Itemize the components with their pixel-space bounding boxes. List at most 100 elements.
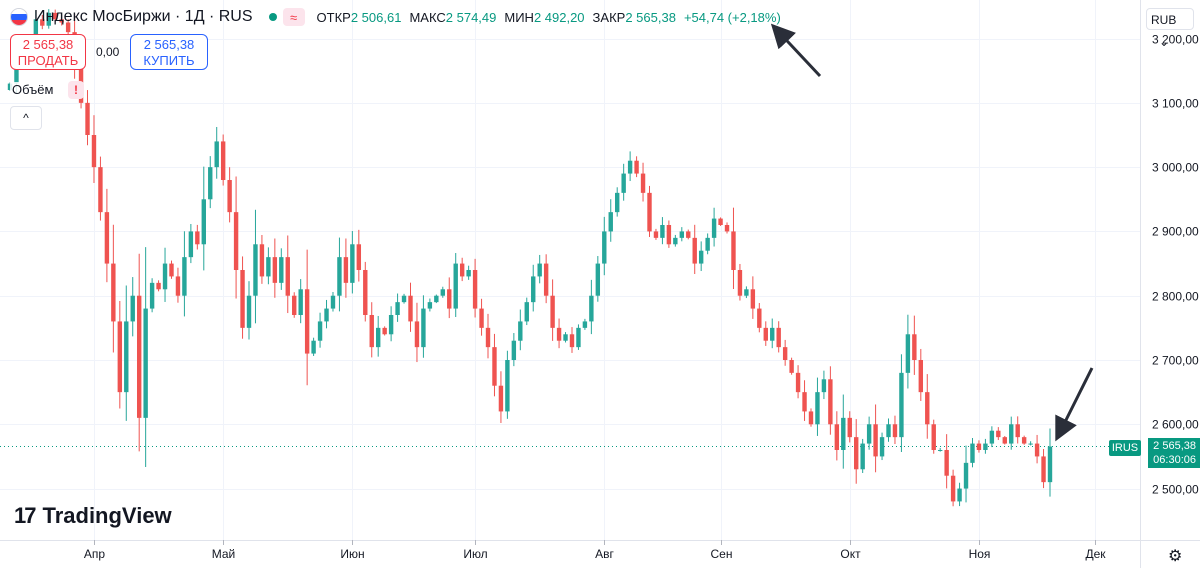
candle	[963, 445, 969, 503]
candle-body	[711, 218, 717, 238]
candle	[324, 299, 329, 329]
candle	[828, 366, 833, 435]
candle	[1015, 416, 1020, 444]
candle	[556, 318, 562, 349]
candle-body	[989, 430, 995, 444]
candle	[802, 380, 807, 421]
candle-body	[208, 167, 213, 200]
candle	[821, 370, 827, 400]
time-tick-label: Авг	[595, 547, 614, 561]
buy-button[interactable]: 2 565,38 КУПИТЬ	[130, 34, 208, 70]
candle	[466, 265, 471, 280]
candle-body	[556, 327, 562, 341]
candle	[498, 371, 504, 423]
price-axis[interactable]: 2 500,00 2 600,00 2 700,00 2 800,00 2 900,00…	[1152, 33, 1199, 497]
candle-body	[33, 19, 39, 39]
candle-body	[498, 385, 504, 412]
candle-body	[98, 167, 103, 213]
candle	[104, 188, 110, 283]
candle	[363, 261, 368, 322]
candle-body	[757, 308, 762, 328]
symbol-title[interactable]: Индекс МосБиржи · 1Д · RUS	[34, 8, 253, 25]
candle-body	[543, 263, 549, 296]
candle-body	[227, 180, 232, 213]
gear-icon[interactable]: ⚙	[1168, 548, 1183, 565]
candle-body	[421, 308, 426, 348]
low-label: МИН	[504, 9, 534, 25]
candle-body	[149, 282, 155, 309]
candle	[750, 276, 756, 319]
candle	[666, 220, 672, 248]
candle	[227, 167, 232, 223]
candle	[356, 229, 362, 282]
candle-body	[847, 417, 852, 438]
candle-body	[175, 276, 181, 296]
candle-body	[937, 450, 943, 451]
candle	[705, 233, 710, 255]
candle	[505, 350, 510, 419]
candle-body	[957, 488, 962, 502]
candle-body	[1002, 437, 1007, 444]
candle-body	[860, 443, 865, 470]
candle	[208, 156, 213, 209]
candle	[841, 394, 846, 469]
candle	[724, 222, 730, 234]
volume-indicator-label[interactable]: Объём	[10, 82, 56, 97]
candle-body	[272, 257, 278, 283]
candle	[957, 482, 962, 507]
time-tick-label: Ноя	[969, 547, 991, 561]
high-label: МАКС	[409, 9, 446, 25]
candle-body	[698, 250, 704, 264]
candle-body	[356, 244, 362, 270]
candle-body	[375, 327, 381, 348]
candle-body	[447, 289, 452, 309]
candle-body	[304, 289, 310, 354]
currency-selector[interactable]: RUB ⌄	[1146, 8, 1194, 49]
approx-data-icon[interactable]: ≈	[282, 8, 305, 26]
buy-price: 2 565,38	[143, 37, 195, 52]
price-tick-label: 2 600,00	[1152, 418, 1199, 432]
candle-body	[233, 212, 239, 270]
tradingview-logo-icon: 17	[14, 503, 37, 528]
price-tick-label: 2 800,00	[1152, 290, 1199, 304]
candle	[931, 419, 936, 454]
warning-icon[interactable]: !	[68, 81, 84, 99]
collapse-indicators-button[interactable]: ^	[10, 106, 42, 130]
candle-body	[950, 475, 956, 502]
candle	[718, 217, 723, 226]
candle	[866, 416, 872, 450]
candle	[459, 257, 465, 282]
candle-body	[770, 327, 775, 341]
candle	[259, 234, 265, 284]
candle-body	[550, 295, 555, 328]
sell-price: 2 565,38	[22, 37, 74, 52]
candle	[731, 207, 736, 290]
time-tick-label: Июн	[340, 547, 364, 561]
candle-body	[169, 263, 174, 277]
candle-body	[653, 231, 659, 238]
tradingview-logo[interactable]: 17 TradingView	[14, 503, 172, 529]
sell-button[interactable]: 2 565,38 ПРОДАТЬ	[10, 34, 86, 70]
candle	[130, 277, 135, 337]
candle-body	[576, 327, 581, 348]
candle-body	[834, 424, 840, 450]
candle-body	[815, 392, 820, 425]
candle	[925, 374, 930, 439]
candle	[692, 224, 697, 275]
candle-body	[246, 295, 252, 328]
candle	[1021, 435, 1027, 445]
candle	[414, 302, 420, 363]
candle-body	[925, 392, 930, 425]
candle-body	[841, 417, 846, 450]
candle	[220, 134, 226, 186]
candle-body	[996, 430, 1001, 438]
time-axis[interactable]: Апр Май Июн Июл Авг Сен Окт Ноя Дек	[84, 540, 1106, 561]
change-value: +54,74 (+2,18%)	[683, 9, 781, 25]
candle	[789, 357, 794, 375]
candle-body	[718, 218, 723, 225]
candle-body	[46, 12, 51, 26]
candle-body	[731, 231, 736, 270]
candle	[608, 199, 613, 242]
close-label: ЗАКР	[592, 9, 626, 25]
